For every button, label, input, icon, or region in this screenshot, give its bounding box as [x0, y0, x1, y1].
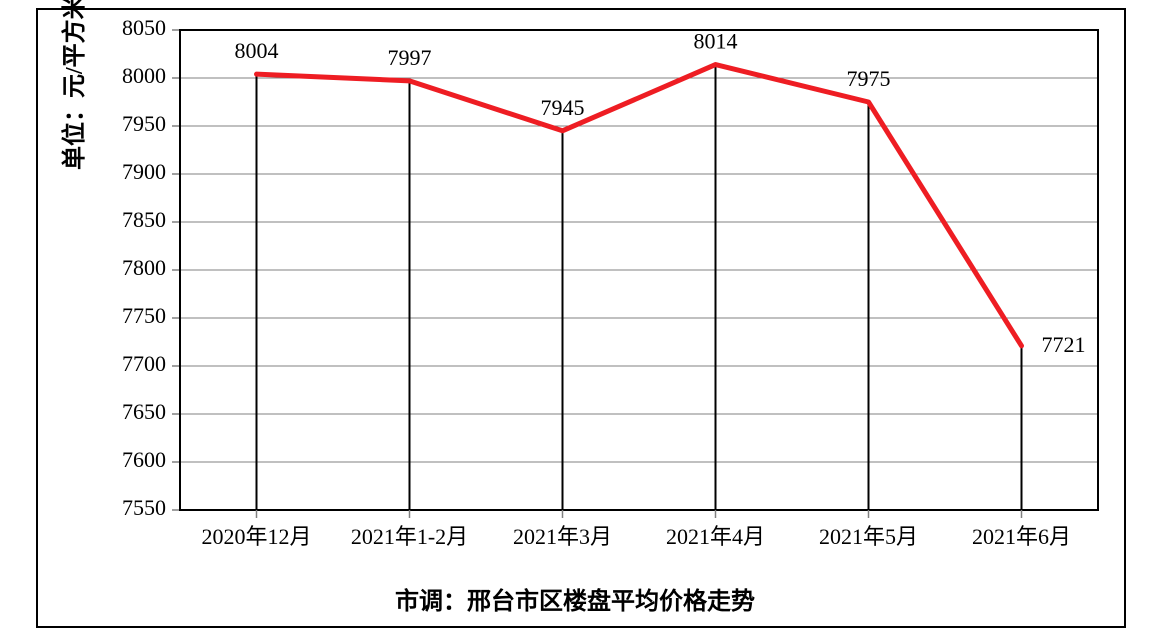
data-label: 7945 — [541, 95, 585, 120]
y-tick-label: 7750 — [122, 303, 166, 328]
data-label: 7975 — [847, 66, 891, 91]
y-tick-label: 7850 — [122, 207, 166, 232]
x-tick-label: 2021年3月 — [513, 524, 612, 549]
y-tick-label: 7700 — [122, 351, 166, 376]
y-tick-label: 7800 — [122, 255, 166, 280]
y-axis-title: 单位：元/平方米 — [54, 0, 89, 170]
x-tick-label: 2020年12月 — [201, 524, 311, 549]
y-tick-label: 7600 — [122, 447, 166, 472]
data-label: 8004 — [235, 38, 279, 63]
y-tick-label: 8050 — [122, 15, 166, 40]
data-label: 7997 — [388, 45, 432, 70]
data-label: 8014 — [694, 29, 738, 54]
chart-container: 7550 7600 7650 7700 7750 7800 7850 7900 7950 8000… — [0, 0, 1150, 640]
y-tick-label: 8000 — [122, 63, 166, 88]
line-chart-svg: 7550 7600 7650 7700 7750 7800 7850 7900 7950 8000… — [0, 0, 1150, 640]
x-tick-label: 2021年1-2月 — [351, 524, 468, 549]
x-axis-title: 市调：邢台市区楼盘平均价格走势 — [0, 581, 1150, 616]
y-tick-label: 7650 — [122, 399, 166, 424]
x-tick-label: 2021年4月 — [666, 524, 765, 549]
x-tick-label: 2021年5月 — [819, 524, 918, 549]
y-tick-label: 7900 — [122, 159, 166, 184]
y-tick-label: 7550 — [122, 495, 166, 520]
x-tick-label: 2021年6月 — [972, 524, 1071, 549]
data-line — [257, 65, 1022, 346]
y-tick-label: 7950 — [122, 111, 166, 136]
data-label: 7721 — [1042, 332, 1086, 357]
